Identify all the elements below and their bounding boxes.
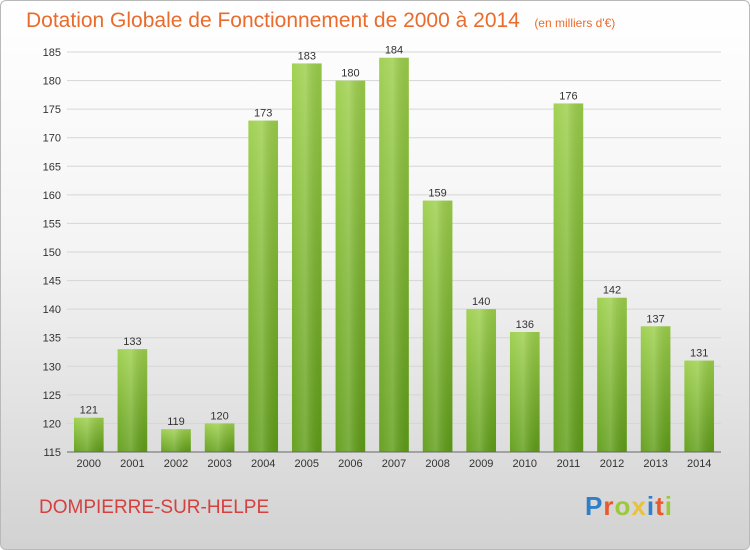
bar-shine [553,103,584,452]
bar-shine [422,200,453,452]
y-tick-label: 165 [43,161,61,173]
x-tick-label: 2011 [557,458,581,470]
y-tick-label: 175 [43,104,61,116]
logo-letter: i [646,491,656,521]
x-tick-label: 2010 [513,458,537,470]
x-tick-label: 2002 [164,458,188,470]
x-tick-label: 2009 [469,458,493,470]
y-tick-label: 120 [43,418,61,430]
y-tick-label: 130 [43,361,61,373]
data-label-2007: 184 [385,45,403,57]
data-label-2002: 119 [167,416,185,428]
x-tick-label: 2005 [295,458,319,470]
bar-shine [291,63,322,453]
bars: 121 133 119 120 173 183 180 184 159 140 136 176 142 1… [73,45,715,453]
y-tick-label: 145 [43,276,61,288]
y-axis-ticks: 115 120 125 130 135 140 145 150 155 160 165 170 175 1… [43,47,61,459]
logo-letter: i [664,491,673,521]
x-tick-label: 2003 [207,458,231,470]
data-label-2011: 176 [559,90,577,102]
bar-shine [466,309,497,452]
data-label-2005: 183 [298,50,316,62]
logo-letter: x [631,491,647,521]
y-tick-label: 135 [43,333,61,345]
x-tick-label: 2001 [120,458,144,470]
data-label-2001: 133 [123,336,141,348]
y-tick-label: 185 [43,47,61,59]
y-tick-label: 170 [43,133,61,145]
logo-letter: P [585,491,604,521]
x-tick-label: 2006 [338,458,362,470]
data-label-2012: 142 [603,285,621,297]
bar-shine [335,80,366,453]
bar-shine [73,417,104,452]
commune-name: DOMPIERRE-SUR-HELPE [39,497,270,518]
data-label-2000: 121 [80,405,98,417]
data-label-2008: 159 [428,188,446,200]
bar-shine [248,120,279,453]
data-label-2010: 136 [516,319,534,331]
logo-letter: r [603,491,615,521]
logo-letter: o [614,491,632,521]
logo-letter: t [655,491,665,521]
bar-shine [379,57,409,452]
x-tick-label: 2004 [251,458,275,470]
data-label-2014: 131 [690,348,708,360]
y-tick-label: 140 [43,304,61,316]
bar-shine [597,297,627,452]
y-tick-label: 160 [43,190,61,202]
data-label-2003: 120 [210,410,228,422]
x-tick-label: 2012 [600,458,624,470]
bar-shine [684,360,715,452]
y-tick-label: 115 [43,447,61,459]
data-label-2006: 180 [341,68,359,80]
x-tick-label: 2000 [77,458,101,470]
y-tick-label: 155 [43,218,61,230]
bar-shine [161,429,191,452]
x-tick-label: 2013 [643,458,667,470]
x-axis-ticks: 2000 2001 2002 2003 2004 2005 2006 2007 2008 2009… [77,458,712,470]
y-tick-label: 180 [43,76,61,88]
bar-shine [509,332,540,452]
bar-shine [640,326,671,452]
chart-title: Dotation Globale de Fonctionnement de 20… [26,9,520,32]
x-tick-label: 2008 [425,458,449,470]
x-tick-label: 2014 [687,458,711,470]
chart-header: Dotation Globale de Fonctionnement de 20… [26,9,615,33]
data-label-2013: 137 [646,313,664,325]
data-label-2004: 173 [254,108,272,120]
x-tick-label: 2007 [382,458,406,470]
y-tick-label: 125 [43,390,61,402]
proxiti-logo: Proxiti [585,491,673,522]
y-tick-label: 150 [43,247,61,259]
bar-shine [204,423,235,452]
bar-shine [117,349,148,452]
chart-subtitle: (en milliers d'€) [534,16,616,30]
data-label-2009: 140 [472,296,490,308]
